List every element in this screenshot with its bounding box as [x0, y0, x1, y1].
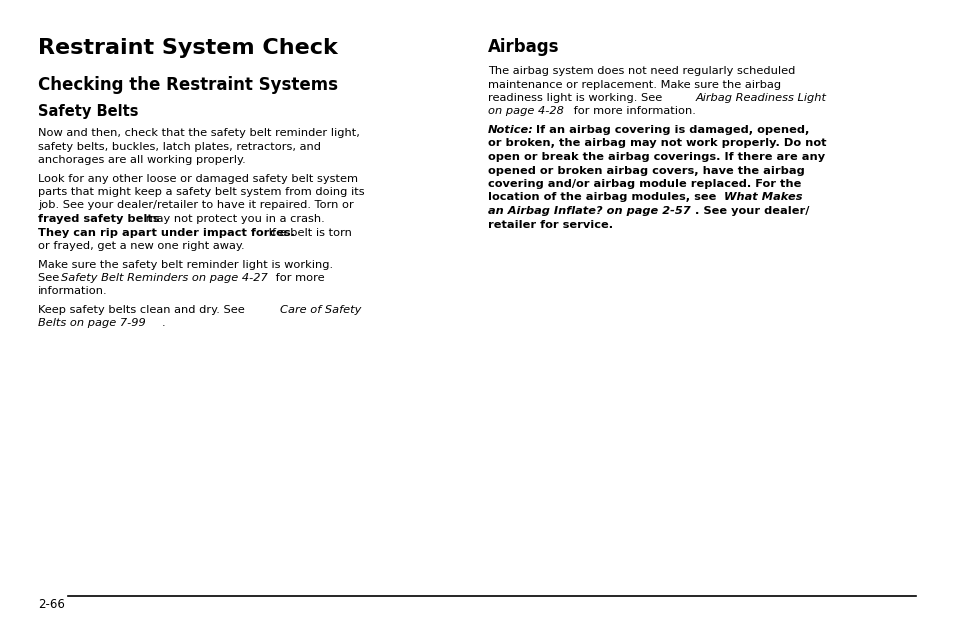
Text: or broken, the airbag may not work properly. Do not: or broken, the airbag may not work prope… — [488, 138, 825, 149]
Text: for more: for more — [272, 273, 324, 283]
Text: Restraint System Check: Restraint System Check — [38, 38, 337, 58]
Text: Checking the Restraint Systems: Checking the Restraint Systems — [38, 76, 337, 94]
Text: Care of Safety: Care of Safety — [280, 305, 361, 315]
Text: parts that might keep a safety belt system from doing its: parts that might keep a safety belt syst… — [38, 187, 364, 197]
Text: Notice:: Notice: — [488, 125, 533, 135]
Text: Look for any other loose or damaged safety belt system: Look for any other loose or damaged safe… — [38, 174, 357, 184]
Text: for more information.: for more information. — [569, 107, 695, 117]
Text: Airbags: Airbags — [488, 38, 558, 56]
Text: location of the airbag modules, see: location of the airbag modules, see — [488, 193, 720, 202]
Text: The airbag system does not need regularly scheduled: The airbag system does not need regularl… — [488, 66, 795, 76]
Text: Safety Belts: Safety Belts — [38, 104, 138, 119]
Text: maintenance or replacement. Make sure the airbag: maintenance or replacement. Make sure th… — [488, 80, 781, 89]
Text: Belts on page 7-99: Belts on page 7-99 — [38, 318, 146, 329]
Text: See: See — [38, 273, 63, 283]
Text: Now and then, check that the safety belt reminder light,: Now and then, check that the safety belt… — [38, 128, 359, 138]
Text: What Makes: What Makes — [723, 193, 801, 202]
Text: . See your dealer/: . See your dealer/ — [695, 206, 808, 216]
Text: They can rip apart under impact forces.: They can rip apart under impact forces. — [38, 228, 294, 237]
Text: anchorages are all working properly.: anchorages are all working properly. — [38, 155, 246, 165]
Text: readiness light is working. See: readiness light is working. See — [488, 93, 665, 103]
Text: open or break the airbag coverings. If there are any: open or break the airbag coverings. If t… — [488, 152, 824, 162]
Text: or frayed, get a new one right away.: or frayed, get a new one right away. — [38, 241, 244, 251]
Text: covering and/or airbag module replaced. For the: covering and/or airbag module replaced. … — [488, 179, 801, 189]
Text: job. See your dealer/retailer to have it repaired. Torn or: job. See your dealer/retailer to have it… — [38, 200, 354, 211]
Text: Keep safety belts clean and dry. See: Keep safety belts clean and dry. See — [38, 305, 248, 315]
Text: Airbag Readiness Light: Airbag Readiness Light — [696, 93, 826, 103]
Text: If a belt is torn: If a belt is torn — [265, 228, 352, 237]
Text: may not protect you in a crash.: may not protect you in a crash. — [142, 214, 324, 224]
Text: retailer for service.: retailer for service. — [488, 219, 613, 230]
Text: If an airbag covering is damaged, opened,: If an airbag covering is damaged, opened… — [527, 125, 808, 135]
Text: frayed safety belts: frayed safety belts — [38, 214, 159, 224]
Text: 2-66: 2-66 — [38, 598, 65, 611]
Text: .: . — [162, 318, 166, 329]
Text: safety belts, buckles, latch plates, retractors, and: safety belts, buckles, latch plates, ret… — [38, 142, 320, 151]
Text: on page 4-28: on page 4-28 — [488, 107, 563, 117]
Text: Make sure the safety belt reminder light is working.: Make sure the safety belt reminder light… — [38, 260, 333, 269]
Text: an Airbag Inflate? on page 2-57: an Airbag Inflate? on page 2-57 — [488, 206, 690, 216]
Text: opened or broken airbag covers, have the airbag: opened or broken airbag covers, have the… — [488, 165, 804, 175]
Text: Safety Belt Reminders on page 4-27: Safety Belt Reminders on page 4-27 — [61, 273, 268, 283]
Text: information.: information. — [38, 286, 108, 297]
